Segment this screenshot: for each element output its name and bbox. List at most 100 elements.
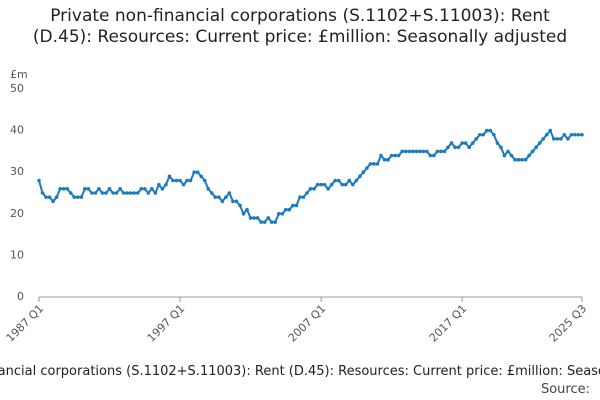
point [396, 153, 401, 158]
point [520, 157, 524, 162]
y-tick-label: 0 [17, 290, 24, 303]
point [118, 187, 122, 191]
point [68, 191, 73, 195]
point [315, 182, 320, 187]
point [121, 191, 126, 195]
point [86, 187, 91, 191]
point [61, 187, 66, 191]
point [266, 216, 270, 220]
point [351, 182, 355, 187]
point [195, 170, 200, 174]
point [142, 187, 147, 191]
point [509, 153, 514, 158]
y-unit: £m [10, 68, 28, 81]
point [79, 195, 84, 199]
point [273, 220, 278, 224]
point [329, 182, 334, 187]
point [484, 128, 489, 133]
point [562, 132, 567, 137]
point [551, 137, 556, 141]
point [386, 157, 390, 162]
x-tick-label: 2007 Q1 [286, 302, 329, 345]
point [160, 187, 165, 191]
point [199, 174, 203, 179]
point [576, 132, 581, 137]
point [410, 149, 415, 154]
point [569, 132, 574, 137]
point [499, 145, 503, 150]
point [527, 153, 531, 158]
point [150, 187, 154, 191]
point [340, 182, 345, 187]
point [276, 212, 281, 216]
chart: £m 0 10 20 30 40 50 1987 Q1 1997 Q1 2007 Q1 2017 … [4, 68, 590, 345]
y-tick-label: 30 [10, 165, 24, 178]
point [548, 128, 553, 133]
point [449, 141, 454, 145]
point [90, 191, 94, 195]
point [171, 178, 175, 183]
point [65, 187, 70, 191]
point [372, 162, 376, 166]
point [407, 149, 412, 154]
point [153, 191, 158, 195]
point [262, 220, 267, 224]
point [573, 132, 577, 137]
point [541, 137, 546, 141]
point [287, 207, 292, 212]
point [460, 141, 464, 145]
point [167, 174, 172, 179]
point [125, 191, 129, 195]
point [245, 207, 249, 212]
point [164, 182, 168, 187]
point [51, 199, 55, 204]
point [400, 149, 404, 154]
point [241, 212, 246, 216]
point [224, 195, 228, 199]
point [248, 216, 253, 220]
point [301, 195, 306, 199]
point [580, 132, 584, 137]
point [40, 191, 45, 195]
footer: Private non-financial corporations (S.11… [0, 364, 600, 379]
point [294, 203, 299, 208]
point [217, 195, 221, 199]
point [414, 149, 419, 154]
point [44, 195, 48, 199]
point [326, 187, 330, 191]
point [368, 162, 373, 166]
point [421, 149, 426, 154]
point [379, 153, 383, 158]
x-tick-label: 1997 Q1 [145, 302, 188, 345]
point [418, 149, 422, 154]
point [463, 141, 468, 145]
point [446, 145, 450, 150]
point [47, 195, 52, 199]
point [566, 137, 570, 141]
point [114, 191, 119, 195]
point [227, 191, 232, 195]
point [502, 153, 507, 158]
point [305, 191, 309, 195]
point [284, 207, 288, 212]
point [555, 137, 560, 141]
point [107, 187, 112, 191]
point [234, 199, 239, 204]
point [100, 191, 105, 195]
line [38, 128, 582, 224]
x-tick-label: 1987 Q1 [4, 302, 47, 345]
y-tick-label: 20 [10, 207, 24, 220]
point [75, 195, 80, 199]
point [523, 157, 528, 162]
footer-title: Private non-financial corporations (S.11… [0, 364, 600, 379]
point [403, 149, 408, 154]
point [128, 191, 133, 195]
point [269, 220, 274, 224]
point [97, 187, 101, 191]
point [259, 220, 263, 224]
point [220, 199, 225, 204]
chart-title: Private non-financial corporations (S.11… [32, 6, 568, 47]
point [442, 149, 447, 154]
point [93, 191, 98, 195]
x-tick-label: 2025 Q3 [547, 302, 590, 345]
